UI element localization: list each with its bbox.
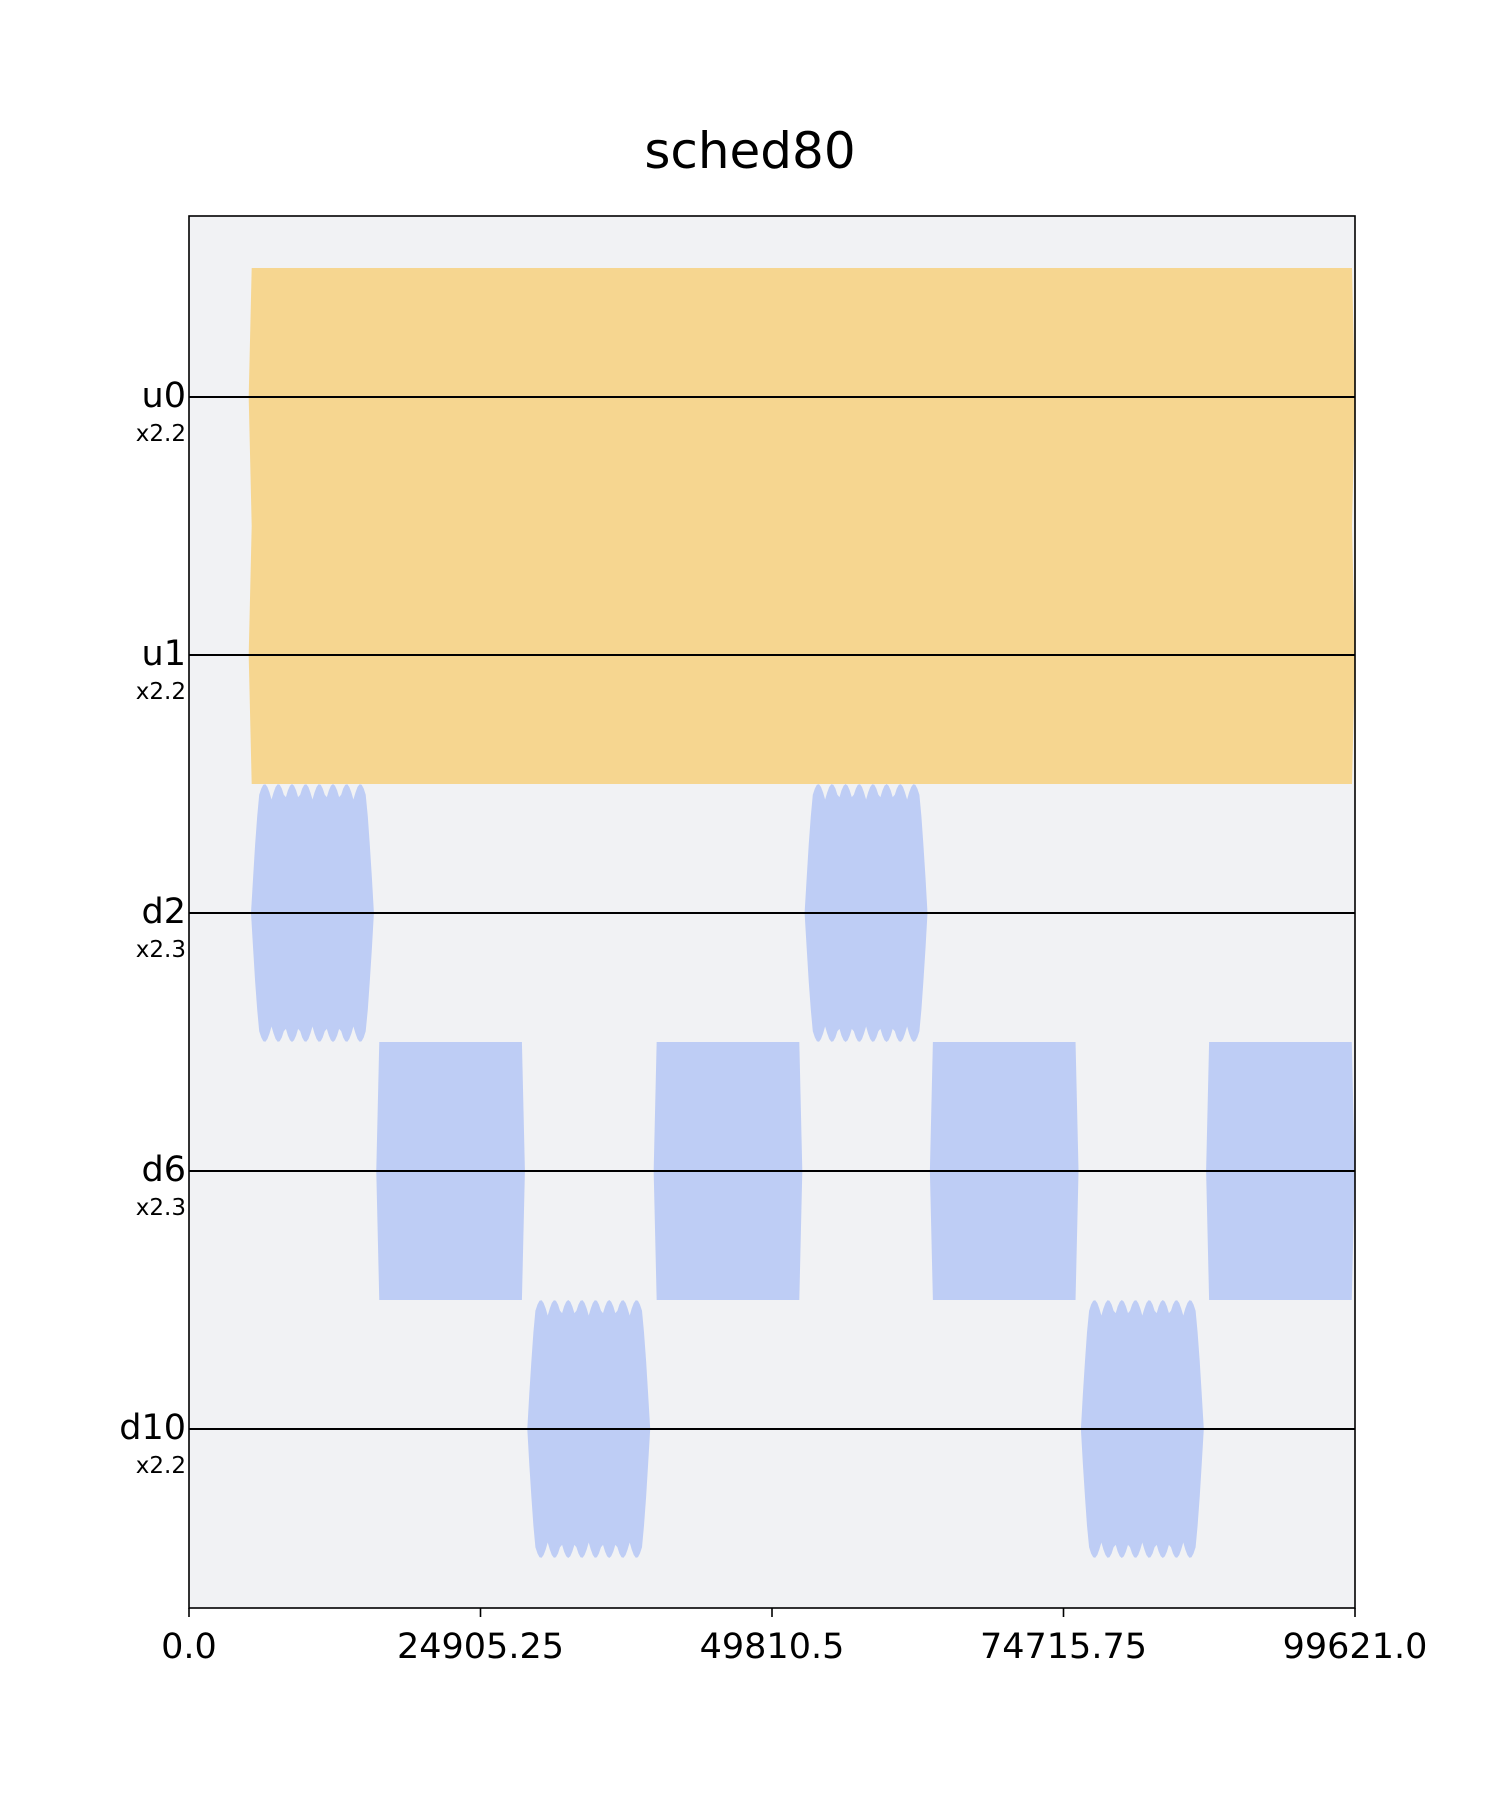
x-axis: 0.0 24905.25 49810.5 74715.75 99621.0 bbox=[161, 1608, 1427, 1667]
x-tick-label: 24905.25 bbox=[397, 1627, 564, 1667]
channel-label-u1: u1 bbox=[142, 634, 186, 674]
x-tick-label: 49810.5 bbox=[700, 1627, 845, 1667]
channel-scale-u0: x2.2 bbox=[136, 421, 186, 447]
channel-label-d10: d10 bbox=[119, 1408, 186, 1448]
chart-title: sched80 bbox=[644, 122, 856, 180]
channel-label-d6: d6 bbox=[142, 1150, 187, 1190]
channel-scale-d10: x2.2 bbox=[136, 1453, 186, 1479]
x-tick-label: 74715.75 bbox=[980, 1627, 1147, 1667]
channel-labels: u0 x2.2 u1 x2.2 d2 x2.3 d6 x2.3 d10 x2.2 bbox=[119, 376, 186, 1479]
channel-label-u0: u0 bbox=[142, 376, 186, 416]
x-tick-label: 0.0 bbox=[161, 1627, 217, 1667]
channel-scale-u1: x2.2 bbox=[136, 679, 186, 705]
channel-scale-d2: x2.3 bbox=[136, 937, 186, 963]
x-tick-label: 99621.0 bbox=[1283, 1627, 1428, 1667]
baselines-layer bbox=[189, 396, 1355, 1430]
channel-label-d2: d2 bbox=[142, 892, 187, 932]
channel-scale-d6: x2.3 bbox=[136, 1195, 186, 1221]
